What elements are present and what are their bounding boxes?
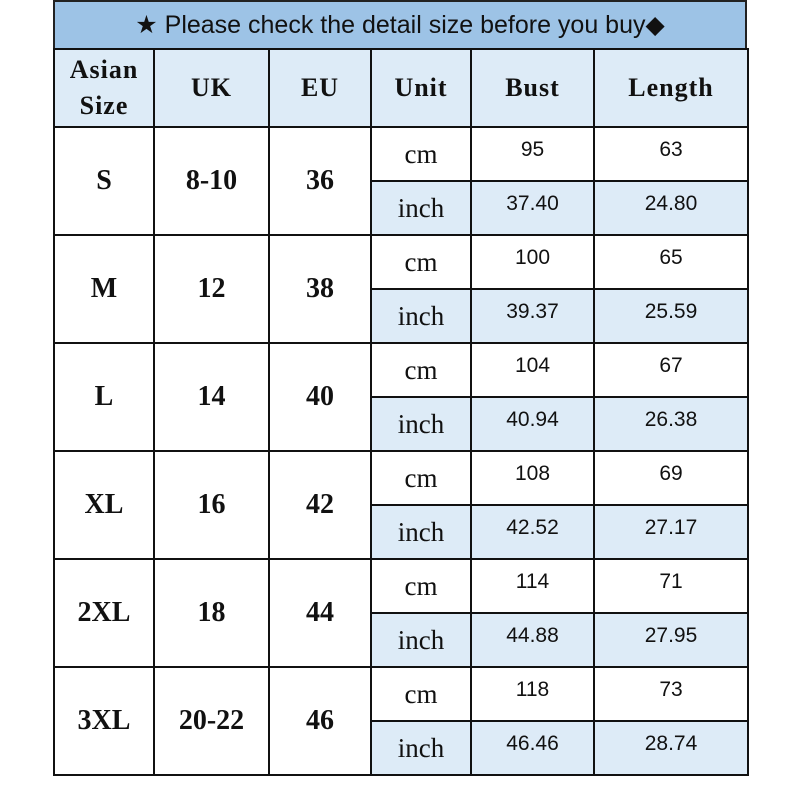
length-cell: 71	[593, 558, 749, 614]
table-row-inch: inch 44.88 27.95	[54, 612, 749, 668]
header-label: Asian Size	[69, 55, 139, 120]
unit-cell: inch	[370, 612, 472, 668]
unit-cell: inch	[370, 288, 472, 344]
bust-cell: 108	[470, 450, 595, 506]
bust-cell: 100	[470, 234, 595, 290]
uk-size-cell: 12	[153, 234, 270, 344]
length-cell: 28.74	[593, 720, 749, 776]
eu-size-cell: 38	[268, 234, 372, 344]
bust-cell: 39.37	[470, 288, 595, 344]
eu-size-cell: 42	[268, 450, 372, 560]
unit-cell: cm	[370, 126, 472, 182]
table-row-inch: inch 37.40 24.80	[54, 180, 749, 236]
size-chart-title: ★ Please check the detail size before yo…	[53, 0, 747, 48]
header-row: Asian Size UK EU Unit Bust Length	[53, 48, 749, 128]
table-row-cm: S 8-10 36 cm 95 63	[53, 126, 749, 236]
length-cell: 73	[593, 666, 749, 722]
uk-size-cell: 14	[153, 342, 270, 452]
length-cell: 27.95	[593, 612, 749, 668]
bust-cell: 95	[470, 126, 595, 182]
eu-size-cell: 40	[268, 342, 372, 452]
header-uk: UK	[153, 48, 270, 128]
unit-cell: cm	[370, 558, 472, 614]
uk-size-cell: 8-10	[153, 126, 270, 236]
bust-cell: 104	[470, 342, 595, 398]
table-row-cm: M 12 38 cm 100 65	[53, 234, 749, 344]
table-row-inch: inch 40.94 26.38	[54, 396, 749, 452]
unit-cell: cm	[370, 666, 472, 722]
length-cell: 25.59	[593, 288, 749, 344]
asian-size-cell: M	[53, 234, 155, 344]
unit-cell: inch	[370, 396, 472, 452]
bust-cell: 114	[470, 558, 595, 614]
length-cell: 65	[593, 234, 749, 290]
length-cell: 26.38	[593, 396, 749, 452]
unit-cell: inch	[370, 504, 472, 560]
header-eu: EU	[268, 48, 372, 128]
bust-cell: 46.46	[470, 720, 595, 776]
header-bust: Bust	[470, 48, 595, 128]
header-unit: Unit	[370, 48, 472, 128]
size-chart: ★ Please check the detail size before yo…	[53, 0, 749, 776]
uk-size-cell: 20-22	[153, 666, 270, 776]
uk-size-cell: 18	[153, 558, 270, 668]
table-row-inch: inch 46.46 28.74	[54, 720, 749, 776]
asian-size-cell: 2XL	[53, 558, 155, 668]
unit-cell: cm	[370, 342, 472, 398]
asian-size-cell: 3XL	[53, 666, 155, 776]
bust-cell: 118	[470, 666, 595, 722]
header-asian-size: Asian Size	[53, 48, 155, 128]
length-cell: 67	[593, 342, 749, 398]
bust-cell: 44.88	[470, 612, 595, 668]
bust-cell: 37.40	[470, 180, 595, 236]
length-cell: 27.17	[593, 504, 749, 560]
unit-cell: cm	[370, 450, 472, 506]
asian-size-cell: S	[53, 126, 155, 236]
size-table: Asian Size UK EU Unit Bust Length S 8-10 3…	[53, 48, 749, 776]
eu-size-cell: 36	[268, 126, 372, 236]
table-row-cm: 2XL 18 44 cm 114 71	[53, 558, 749, 668]
eu-size-cell: 44	[268, 558, 372, 668]
asian-size-cell: XL	[53, 450, 155, 560]
table-row-cm: 3XL 20-22 46 cm 118 73	[53, 666, 749, 776]
bust-cell: 40.94	[470, 396, 595, 452]
table-row-cm: XL 16 42 cm 108 69	[53, 450, 749, 560]
bust-cell: 42.52	[470, 504, 595, 560]
unit-cell: inch	[370, 180, 472, 236]
uk-size-cell: 16	[153, 450, 270, 560]
table-row-cm: L 14 40 cm 104 67	[53, 342, 749, 452]
table-row-inch: inch 42.52 27.17	[54, 504, 749, 560]
table-row-inch: inch 39.37 25.59	[54, 288, 749, 344]
length-cell: 24.80	[593, 180, 749, 236]
length-cell: 63	[593, 126, 749, 182]
asian-size-cell: L	[53, 342, 155, 452]
header-length: Length	[593, 48, 749, 128]
length-cell: 69	[593, 450, 749, 506]
unit-cell: cm	[370, 234, 472, 290]
unit-cell: inch	[370, 720, 472, 776]
eu-size-cell: 46	[268, 666, 372, 776]
